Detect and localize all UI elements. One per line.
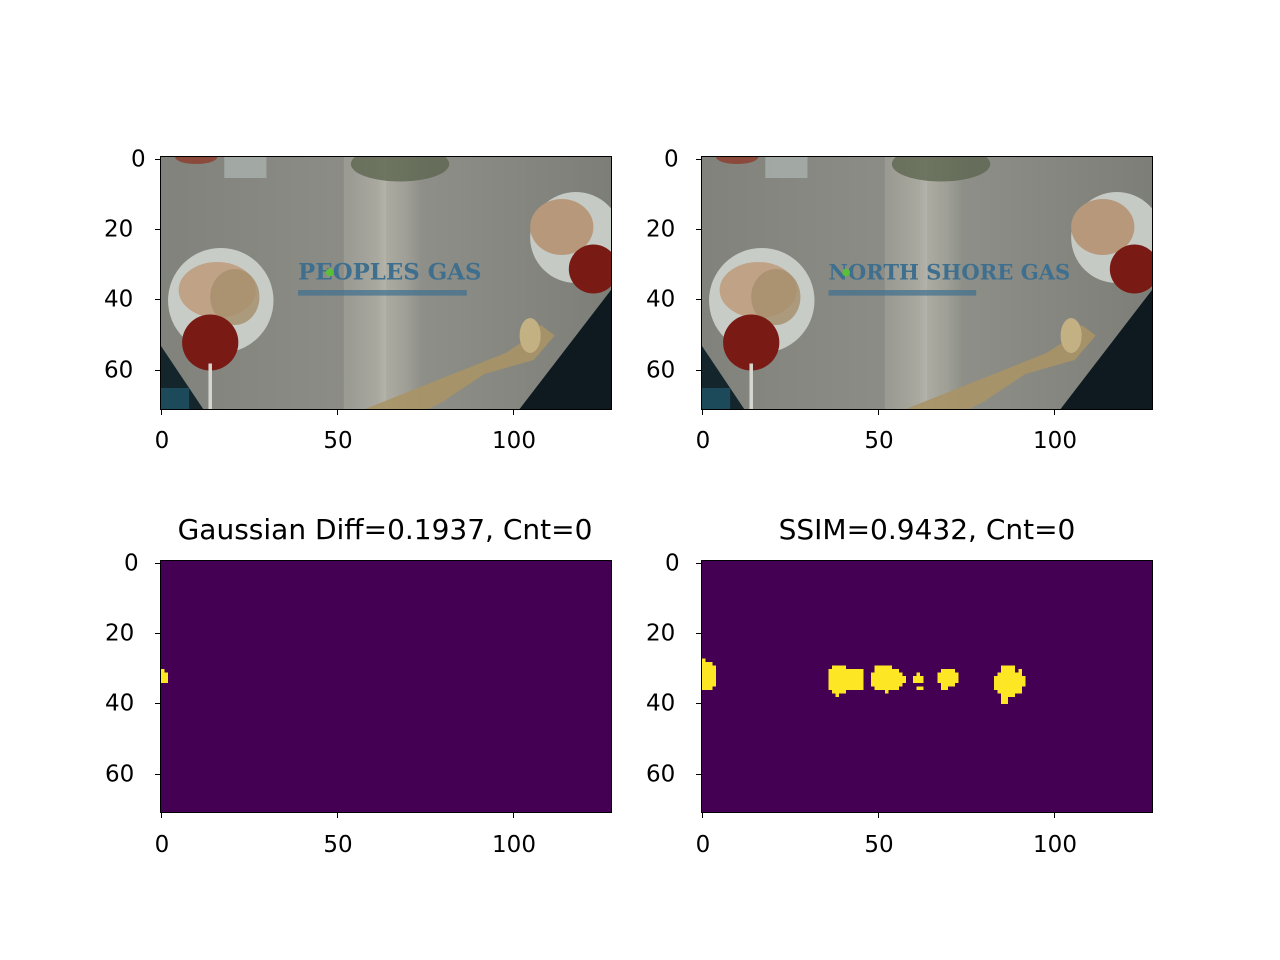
gaussian-diff-ytick-label: 20	[105, 620, 135, 647]
gaussian-diff-xtick-label: 100	[492, 832, 536, 858]
frame-b-ytick	[696, 370, 701, 371]
ssim-ytick-label: 60	[646, 761, 676, 788]
gaussian-diff-ytick	[155, 633, 160, 634]
frame-b-xtick	[702, 410, 703, 415]
gaussian-diff-ytick	[155, 703, 160, 704]
ssim-ytick	[696, 563, 701, 564]
logo-text: PEOPLES GAS	[298, 260, 481, 286]
frame-b-ytick-label: 20	[646, 216, 676, 243]
logo-text: NORTH SHORE GAS	[829, 260, 1071, 285]
frame-b-ytick-label: 0	[664, 146, 679, 173]
gaussian-diff-ytick	[155, 563, 160, 564]
gaussian-diff-xtick	[337, 813, 338, 818]
frame-b-xtick-label: 0	[695, 428, 711, 454]
ssim-xtick-label: 50	[864, 832, 894, 858]
ssim-ytick-label: 40	[646, 690, 676, 717]
frame-a-xtick-label: 100	[492, 428, 536, 454]
frame-a-ytick-label: 60	[104, 357, 134, 384]
frame-b-image: NORTH SHORE GAS	[702, 157, 1152, 409]
frame-a-xtick	[337, 410, 338, 415]
gaussian-diff-ytick-label: 0	[124, 550, 139, 577]
frame-a-xtick	[513, 410, 514, 415]
ssim-xtick-label: 100	[1033, 832, 1077, 858]
frame-a-ytick	[155, 299, 160, 300]
ssim-xtick-label: 0	[695, 832, 711, 858]
gaussian-diff-xtick	[161, 813, 162, 818]
frame-a-ytick-label: 20	[104, 216, 134, 243]
gaussian-diff-xtick-label: 0	[154, 832, 170, 858]
gaussian-diff-title: Gaussian Diff=0.1937, Cnt=0	[177, 513, 593, 546]
frame-b-ytick	[696, 229, 701, 230]
gaussian-diff-ytick	[155, 774, 160, 775]
frame-b-axes: NORTH SHORE GAS	[701, 156, 1153, 410]
frame-b-xtick-label: 50	[864, 428, 894, 454]
ssim-axes	[701, 560, 1153, 813]
frame-a-axes: PEOPLES GAS	[160, 156, 612, 410]
frame-b-xtick-label: 100	[1033, 428, 1077, 454]
gaussian-diff-xtick	[513, 813, 514, 818]
frame-a-ytick	[155, 159, 160, 160]
ssim-ytick-label: 0	[665, 550, 680, 577]
frame-a-xtick	[161, 410, 162, 415]
ssim-xtick	[878, 813, 879, 818]
ssim-mask	[702, 561, 1152, 812]
gaussian-diff-axes	[160, 560, 612, 813]
frame-a-ytick	[155, 370, 160, 371]
frame-a-ytick-label: 0	[131, 146, 146, 173]
gaussian-diff-ytick-label: 40	[105, 690, 135, 717]
ssim-ytick-label: 20	[646, 620, 676, 647]
frame-b-ytick-label: 60	[646, 357, 676, 384]
frame-b-xtick	[1054, 410, 1055, 415]
frame-a-image: PEOPLES GAS	[161, 157, 611, 409]
frame-a-xtick-label: 0	[154, 428, 170, 454]
ssim-xtick	[702, 813, 703, 818]
frame-b-ytick	[696, 299, 701, 300]
ssim-xtick	[1054, 813, 1055, 818]
ssim-ytick	[696, 703, 701, 704]
frame-b-xtick	[878, 410, 879, 415]
frame-b-ytick-label: 40	[646, 286, 676, 313]
ssim-ytick	[696, 774, 701, 775]
gaussian-diff-ytick-label: 60	[105, 761, 135, 788]
ssim-title: SSIM=0.9432, Cnt=0	[778, 513, 1076, 546]
frame-a-ytick-label: 40	[104, 286, 134, 313]
frame-a-xtick-label: 50	[323, 428, 353, 454]
gaussian-diff-mask	[161, 561, 611, 812]
gaussian-diff-xtick-label: 50	[323, 832, 353, 858]
ssim-ytick	[696, 633, 701, 634]
frame-a-ytick	[155, 229, 160, 230]
frame-b-ytick	[696, 159, 701, 160]
